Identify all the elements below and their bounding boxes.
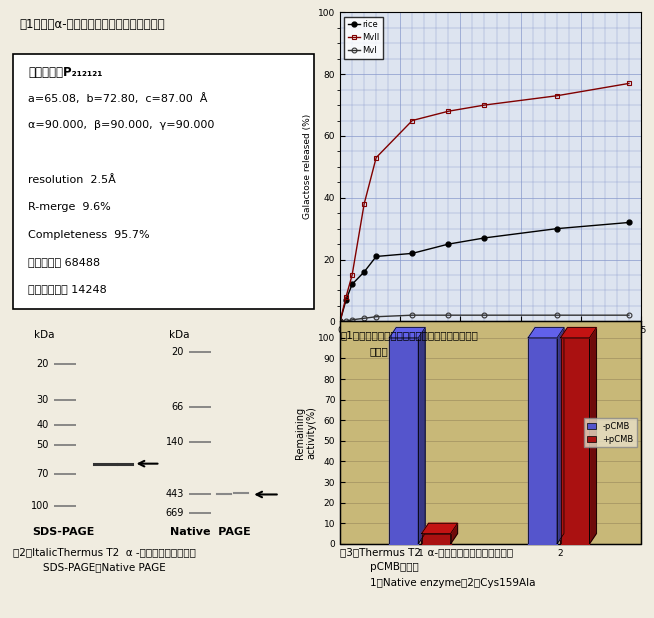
Text: 70: 70 bbox=[37, 469, 49, 480]
rice bbox=[336, 318, 344, 325]
Text: 30: 30 bbox=[37, 395, 49, 405]
Text: 斜方晶系　P₂₁₂₁₂₁: 斜方晶系 P₂₁₂₁₂₁ bbox=[28, 66, 103, 78]
Polygon shape bbox=[389, 328, 425, 338]
Text: 140: 140 bbox=[165, 437, 184, 447]
MvII bbox=[372, 154, 380, 161]
Text: 100: 100 bbox=[31, 501, 49, 510]
Text: 独立反射数　 14248: 独立反射数 14248 bbox=[28, 284, 107, 294]
Bar bbox=[340, 321, 641, 544]
rice bbox=[408, 250, 416, 257]
MvII bbox=[625, 80, 633, 87]
Text: Completeness  95.7%: Completeness 95.7% bbox=[28, 229, 150, 240]
Text: kDa: kDa bbox=[34, 330, 54, 341]
Text: 443: 443 bbox=[165, 489, 184, 499]
Text: SDS-PAGE: SDS-PAGE bbox=[32, 527, 94, 537]
Text: 669: 669 bbox=[165, 509, 184, 519]
Text: R-merge  9.6%: R-merge 9.6% bbox=[28, 202, 111, 212]
Text: の遊離: の遊離 bbox=[370, 346, 388, 356]
Text: 図2　ItalicThermus T2  α -ガラクトシダーゼの: 図2 ItalicThermus T2 α -ガラクトシダーゼの bbox=[13, 547, 196, 557]
MvI bbox=[360, 315, 368, 322]
MvI bbox=[445, 311, 453, 319]
Text: α=90.000,  β=90.000,  γ=90.000: α=90.000, β=90.000, γ=90.000 bbox=[28, 121, 215, 130]
Polygon shape bbox=[560, 328, 596, 338]
Y-axis label: Galactose released (%): Galactose released (%) bbox=[303, 114, 313, 219]
MvII bbox=[348, 271, 356, 279]
MvI bbox=[348, 316, 356, 324]
Text: a=65.08,  b=72.80,  c=87.00  Å: a=65.08, b=72.80, c=87.00 Å bbox=[28, 93, 207, 104]
Text: SDS-PAGEとNative PAGE: SDS-PAGEとNative PAGE bbox=[43, 562, 165, 572]
rice bbox=[348, 281, 356, 288]
MvI bbox=[553, 311, 560, 319]
Polygon shape bbox=[418, 328, 425, 544]
Polygon shape bbox=[589, 328, 596, 544]
Text: 表1　イネα-ガラクトシダーゼの結晶の性質: 表1 イネα-ガラクトシダーゼの結晶の性質 bbox=[19, 19, 165, 32]
Text: 20: 20 bbox=[37, 360, 49, 370]
Polygon shape bbox=[451, 523, 458, 544]
Text: 全反射数　 68488: 全反射数 68488 bbox=[28, 257, 100, 267]
MvII bbox=[336, 318, 344, 325]
Polygon shape bbox=[557, 328, 564, 544]
Text: kDa: kDa bbox=[169, 330, 190, 341]
rice bbox=[625, 219, 633, 226]
Line: MvI: MvI bbox=[337, 313, 631, 324]
X-axis label: Reaction time (h): Reaction time (h) bbox=[448, 341, 533, 351]
rice bbox=[481, 234, 489, 242]
rice bbox=[553, 225, 560, 232]
Bar bbox=[13, 54, 314, 309]
Text: 20: 20 bbox=[171, 347, 184, 357]
Legend: -pCMB, +pCMB: -pCMB, +pCMB bbox=[584, 418, 637, 447]
Line: MvII: MvII bbox=[337, 81, 631, 324]
Polygon shape bbox=[528, 328, 564, 338]
Text: 50: 50 bbox=[37, 440, 49, 450]
MvI bbox=[372, 313, 380, 320]
MvII bbox=[408, 117, 416, 124]
rice bbox=[372, 253, 380, 260]
Text: pCMBの影響: pCMBの影響 bbox=[370, 562, 419, 572]
Text: resolution  2.5Å: resolution 2.5Å bbox=[28, 175, 116, 185]
Text: 66: 66 bbox=[171, 402, 184, 412]
Text: 図1　ローカストビーンガムからのガラクトース: 図1 ローカストビーンガムからのガラクトース bbox=[340, 331, 478, 341]
Text: 図3　Thermus T2  α-ガラクトシダーゼに対する: 図3 Thermus T2 α-ガラクトシダーゼに対する bbox=[340, 547, 513, 557]
MvII bbox=[342, 293, 350, 300]
Text: 40: 40 bbox=[37, 420, 49, 430]
rice bbox=[360, 268, 368, 276]
Polygon shape bbox=[422, 523, 458, 533]
Text: 1；Native enzyme，2；Cys159Ala: 1；Native enzyme，2；Cys159Ala bbox=[370, 578, 535, 588]
Text: Native  PAGE: Native PAGE bbox=[170, 527, 251, 537]
Line: rice: rice bbox=[337, 220, 631, 324]
rice bbox=[342, 296, 350, 303]
MvI bbox=[342, 318, 350, 325]
MvII bbox=[481, 101, 489, 109]
MvII bbox=[360, 200, 368, 208]
MvI bbox=[336, 318, 344, 325]
MvII bbox=[445, 108, 453, 115]
MvI bbox=[481, 311, 489, 319]
rice bbox=[445, 240, 453, 248]
MvI bbox=[408, 311, 416, 319]
Legend: rice, MvII, MvI: rice, MvII, MvI bbox=[344, 17, 383, 59]
MvII bbox=[553, 92, 560, 99]
Y-axis label: Remaining
activity(%): Remaining activity(%) bbox=[295, 406, 317, 459]
MvI bbox=[625, 311, 633, 319]
